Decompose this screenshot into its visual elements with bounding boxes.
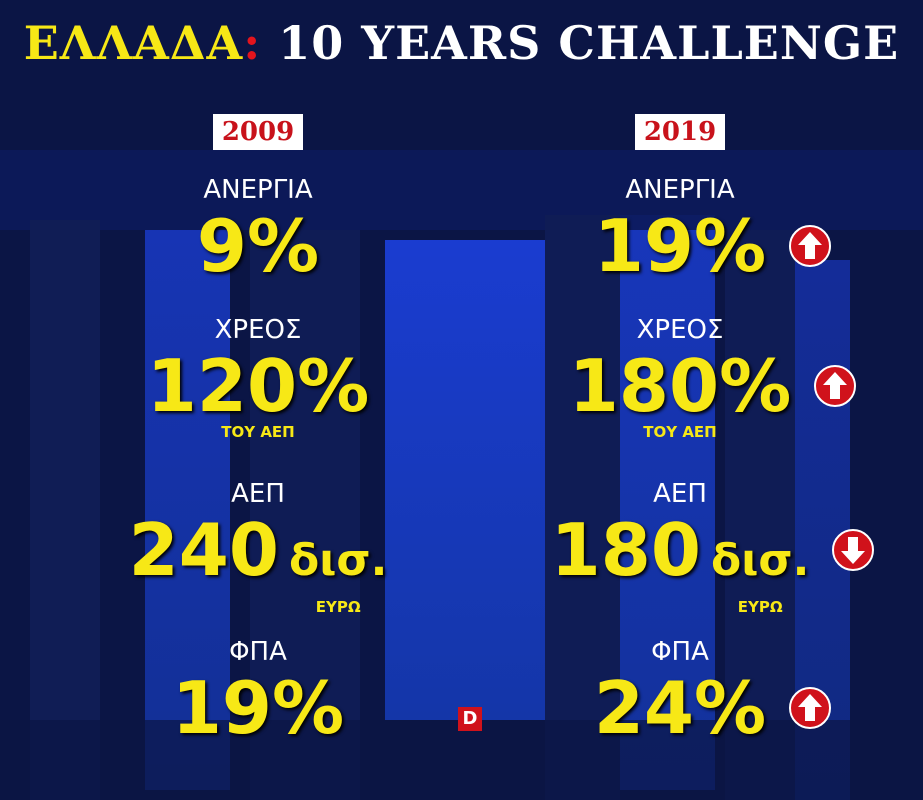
item-label: ΧΡΕΟΣ — [214, 315, 302, 345]
item: ΧΡΕΟΣ 120% ΤΟΥ ΑΕΠ — [38, 314, 478, 440]
note: ΤΟΥ ΑΕΠ — [221, 423, 295, 441]
trend-arrow — [832, 529, 875, 571]
item-label: ΑΕΠ — [653, 479, 707, 509]
value: 9% — [196, 204, 320, 288]
item-label: ΦΠΑ — [651, 637, 709, 667]
item: ΧΡΕΟΣ 180% ΤΟΥ ΑΕΠ — [460, 314, 900, 440]
unit: δισ. ΕΥΡΩ — [710, 535, 810, 616]
value-group: 9% — [197, 206, 319, 286]
item: ΑΕΠ 240 δισ. ΕΥΡΩ — [38, 478, 478, 616]
trend-arrow — [789, 225, 832, 267]
value: 24% — [593, 666, 767, 750]
title: ΕΛΛΑΔΑ: 10 YEARS CHALLENGE — [0, 16, 923, 70]
value: 180 — [550, 508, 701, 592]
trend-arrow — [789, 687, 832, 729]
value-group: 120% ΤΟΥ ΑΕΠ — [146, 344, 370, 440]
value-group: 19% — [593, 204, 832, 288]
title-text: 10 YEARS CHALLENGE — [278, 16, 900, 70]
item: ΑΝΕΡΓΙΑ 9% — [38, 174, 478, 286]
item-label: ΧΡΕΟΣ — [636, 315, 724, 345]
title-separator: : — [243, 16, 262, 70]
item: ΑΝΕΡΓΙΑ 19% — [460, 174, 900, 286]
unit: δισ. ΕΥΡΩ — [288, 535, 388, 616]
year: 2009 — [213, 114, 303, 150]
year: 2019 — [635, 114, 725, 150]
value: 180% — [568, 344, 792, 428]
value: 120% — [146, 344, 370, 428]
note: ΤΟΥ ΑΕΠ — [643, 423, 717, 441]
value-group: 180% ΤΟΥ ΑΕΠ — [568, 344, 857, 440]
title-country: ΕΛΛΑΔΑ — [23, 16, 244, 70]
item-label: ΑΝΕΡΓΙΑ — [625, 175, 735, 205]
item: ΦΠΑ 24% — [460, 636, 900, 748]
value-group: 19% — [172, 668, 344, 748]
value: 19% — [593, 204, 767, 288]
value-group: 240 δισ. ΕΥΡΩ — [128, 508, 388, 616]
logo: D — [458, 707, 482, 731]
item-label: ΑΕΠ — [231, 479, 285, 509]
item-label: ΑΝΕΡΓΙΑ — [203, 175, 313, 205]
item: ΦΠΑ 19% — [38, 636, 478, 748]
note: ΕΥΡΩ — [737, 598, 783, 616]
note: ΕΥΡΩ — [315, 598, 361, 616]
item-label: ΦΠΑ — [229, 637, 287, 667]
value-group: 24% — [593, 666, 832, 750]
value: 240 — [128, 508, 279, 592]
value: 19% — [171, 666, 345, 750]
trend-arrow — [814, 365, 857, 407]
value-group: 180 δισ. ΕΥΡΩ — [550, 508, 875, 616]
item: ΑΕΠ 180 δισ. ΕΥΡΩ — [460, 478, 900, 616]
